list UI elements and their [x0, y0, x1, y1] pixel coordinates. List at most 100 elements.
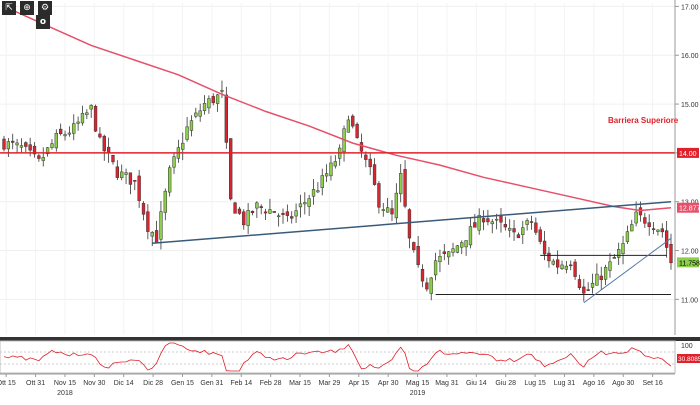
x-year-label: 2019 [410, 390, 426, 397]
candle-body [538, 229, 542, 242]
candle-body [2, 138, 6, 150]
candle-body [494, 218, 499, 221]
candle-body [355, 123, 359, 138]
candle-body [224, 94, 228, 143]
candle-body [634, 211, 638, 224]
candle-body [246, 210, 250, 226]
candle-body [133, 180, 137, 182]
candle-body [560, 264, 564, 269]
y-tick-label: 11.00 [681, 297, 698, 304]
candle-body [433, 260, 438, 276]
candle-body [15, 142, 19, 146]
candle-body [586, 289, 590, 291]
candle-body [67, 132, 72, 135]
uptrend-line [583, 237, 672, 304]
candle-body [455, 245, 460, 253]
rsi-value-tag [677, 354, 700, 363]
rsi-frame [0, 340, 676, 374]
candle-body [159, 211, 163, 240]
x-tick-label: Ago 16 [583, 380, 605, 387]
barriera-annotation: Barriera Superiore [608, 116, 679, 125]
candle-body [111, 155, 115, 163]
candle-body [503, 224, 507, 228]
candle-body [202, 103, 207, 112]
candle-body [80, 113, 85, 124]
candle-body [394, 192, 399, 219]
candle-body [447, 251, 451, 258]
y-tick-label: 12.00 [681, 249, 699, 256]
rsi-panel: 100 30.8085 [0, 337, 700, 374]
candle-body [259, 206, 263, 208]
price-tag [677, 147, 699, 158]
x-year-label: 2018 [57, 390, 73, 397]
candle-body [534, 222, 538, 233]
y-tick-label: 17.00 [681, 4, 699, 11]
candle-body [250, 210, 255, 213]
candle-body [263, 211, 268, 214]
candle-body [268, 209, 272, 214]
candle-body [412, 242, 416, 251]
candle-body [189, 120, 194, 131]
candle-body [481, 218, 486, 223]
candle-body [656, 229, 660, 232]
candle-body [276, 215, 281, 218]
marker-button[interactable]: o [36, 15, 50, 29]
candle-body [37, 155, 41, 159]
candle-body [464, 240, 468, 248]
crosshair-icon[interactable]: ⇱ [2, 1, 16, 15]
candle-body [163, 190, 167, 213]
x-tick-label: Feb 14 [230, 380, 252, 387]
candle-body [368, 158, 372, 168]
x-tick-label: Dic 14 [114, 380, 134, 387]
candle-body [19, 145, 24, 148]
candle-body [11, 140, 15, 143]
candle-body [168, 167, 172, 193]
candle-body [346, 119, 351, 133]
candle-body [120, 171, 124, 178]
candle-body [612, 257, 616, 259]
y-tick-label: 15.00 [681, 102, 699, 109]
candle-body [194, 112, 198, 117]
candle-body [555, 259, 560, 268]
candle-body [316, 190, 320, 193]
x-tick-label: Set 16 [642, 380, 662, 387]
candle-body [468, 226, 473, 246]
options-icon[interactable]: ⚙ [38, 1, 52, 15]
candle-body [281, 212, 285, 215]
candle-body [181, 142, 185, 150]
x-tick-label: Apr 30 [378, 380, 399, 387]
x-tick-label: Giu 28 [495, 380, 516, 387]
x-tick-label: Mar 29 [318, 380, 340, 387]
candle-body [128, 172, 133, 185]
candle-body [324, 173, 329, 177]
candle-body [381, 209, 385, 211]
candle-body [63, 134, 67, 137]
candle-body [651, 228, 656, 230]
candle-body [141, 203, 146, 215]
candle-body [516, 234, 521, 239]
overlay-lines [0, 5, 675, 304]
candle-body [590, 282, 595, 288]
candle-body [364, 154, 368, 160]
candle-body [255, 202, 259, 209]
candle-body [630, 224, 634, 232]
candle-body [41, 157, 45, 161]
candle-body [272, 211, 276, 213]
trendline [152, 200, 672, 244]
candle-body [486, 218, 490, 223]
candle-body [28, 144, 32, 151]
candle-body [647, 222, 651, 228]
candle-body [137, 175, 141, 201]
x-tick-label: Feb 28 [260, 380, 282, 387]
candle-body [294, 210, 298, 217]
candle-body [451, 248, 455, 253]
x-tick-label: Mar 15 [289, 380, 311, 387]
candle-body [438, 255, 442, 263]
candle-body [521, 227, 525, 236]
zoom-icon[interactable]: ⊕ [20, 1, 34, 15]
x-tick-label: Lug 31 [554, 380, 576, 387]
candle-body [621, 243, 625, 254]
candle-body [416, 246, 420, 265]
candle-body [429, 277, 433, 294]
candle-body [442, 251, 446, 254]
